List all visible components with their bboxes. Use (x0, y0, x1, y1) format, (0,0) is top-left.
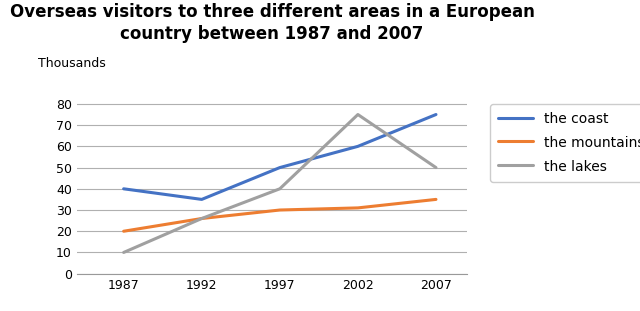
the coast (354, 145, 362, 148)
Line: the coast: the coast (124, 114, 436, 199)
Text: Overseas visitors to three different areas in a European
country between 1987 an: Overseas visitors to three different are… (10, 3, 534, 43)
the lakes (276, 187, 284, 191)
the lakes (198, 217, 205, 220)
Line: the lakes: the lakes (124, 114, 436, 253)
the lakes (354, 113, 362, 116)
the lakes (120, 251, 127, 254)
the mountains (432, 197, 440, 201)
Text: Thousands: Thousands (38, 57, 106, 70)
Legend: the coast, the mountains, the lakes: the coast, the mountains, the lakes (490, 104, 640, 182)
the mountains (354, 206, 362, 210)
the coast (198, 197, 205, 201)
the coast (120, 187, 127, 191)
the mountains (198, 217, 205, 220)
the mountains (276, 208, 284, 212)
the mountains (120, 230, 127, 233)
the lakes (432, 166, 440, 169)
Line: the mountains: the mountains (124, 199, 436, 231)
the coast (432, 113, 440, 116)
the coast (276, 166, 284, 169)
